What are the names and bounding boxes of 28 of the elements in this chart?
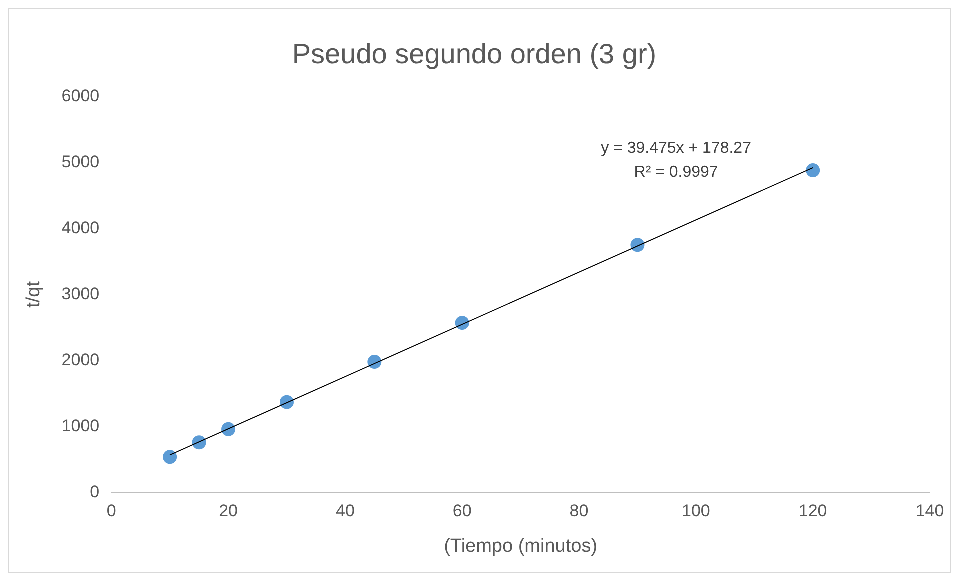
y-tick-label: 6000 bbox=[62, 86, 100, 106]
annotation: R² = 0.9997 bbox=[634, 164, 718, 182]
x-axis-title: (Tiempo (minutos) bbox=[444, 536, 598, 557]
annotation: y = 39.475x + 178.27 bbox=[601, 140, 752, 158]
x-tick-label: 80 bbox=[570, 502, 589, 521]
y-tick-label: 2000 bbox=[62, 350, 100, 370]
x-tick-label: 120 bbox=[798, 502, 828, 521]
y-tick-label: 1000 bbox=[62, 416, 100, 436]
point bbox=[455, 316, 470, 330]
x-tick-label: 20 bbox=[219, 502, 238, 521]
point bbox=[630, 238, 645, 252]
y-tick-label: 0 bbox=[90, 482, 100, 502]
x-tick-label: 140 bbox=[916, 502, 944, 521]
x-tick-label: 0 bbox=[106, 502, 116, 521]
y-axis-title: t/qt bbox=[24, 280, 45, 308]
point bbox=[192, 436, 206, 450]
point bbox=[163, 450, 178, 464]
point bbox=[806, 164, 820, 178]
y-tick-label: 3000 bbox=[62, 284, 100, 304]
x-tick-label: 100 bbox=[682, 502, 710, 521]
point bbox=[368, 355, 382, 370]
y-tick-label: 5000 bbox=[62, 152, 100, 172]
y-tick-label: 4000 bbox=[62, 218, 100, 238]
chart-title: Pseudo segundo orden (3 gr) bbox=[292, 38, 657, 70]
x-tick-label: 60 bbox=[452, 502, 472, 521]
x-tick-label: 40 bbox=[336, 502, 355, 521]
point bbox=[222, 422, 236, 436]
point bbox=[280, 395, 294, 410]
